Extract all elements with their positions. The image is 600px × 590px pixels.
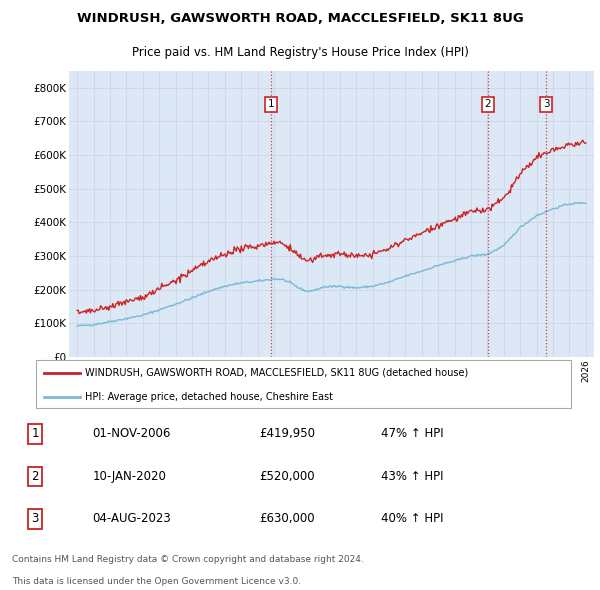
Text: WINDRUSH, GAWSWORTH ROAD, MACCLESFIELD, SK11 8UG: WINDRUSH, GAWSWORTH ROAD, MACCLESFIELD, … [77,12,523,25]
Text: Contains HM Land Registry data © Crown copyright and database right 2024.: Contains HM Land Registry data © Crown c… [12,555,364,563]
Text: 1: 1 [268,100,275,110]
Text: £520,000: £520,000 [260,470,316,483]
Text: 40% ↑ HPI: 40% ↑ HPI [380,512,443,526]
Text: 43% ↑ HPI: 43% ↑ HPI [380,470,443,483]
Text: 2: 2 [31,470,39,483]
Text: £419,950: £419,950 [260,427,316,441]
Text: £630,000: £630,000 [260,512,316,526]
Text: 3: 3 [543,100,550,110]
Text: 04-AUG-2023: 04-AUG-2023 [92,512,172,526]
Text: 47% ↑ HPI: 47% ↑ HPI [380,427,443,441]
Text: Price paid vs. HM Land Registry's House Price Index (HPI): Price paid vs. HM Land Registry's House … [131,47,469,60]
Text: 2: 2 [485,100,491,110]
Text: 3: 3 [31,512,39,526]
Text: 1: 1 [31,427,39,441]
FancyBboxPatch shape [35,360,571,408]
Text: HPI: Average price, detached house, Cheshire East: HPI: Average price, detached house, Ches… [85,392,333,402]
Text: This data is licensed under the Open Government Licence v3.0.: This data is licensed under the Open Gov… [12,577,301,586]
Text: WINDRUSH, GAWSWORTH ROAD, MACCLESFIELD, SK11 8UG (detached house): WINDRUSH, GAWSWORTH ROAD, MACCLESFIELD, … [85,368,469,378]
Text: 10-JAN-2020: 10-JAN-2020 [92,470,167,483]
Text: 01-NOV-2006: 01-NOV-2006 [92,427,171,441]
